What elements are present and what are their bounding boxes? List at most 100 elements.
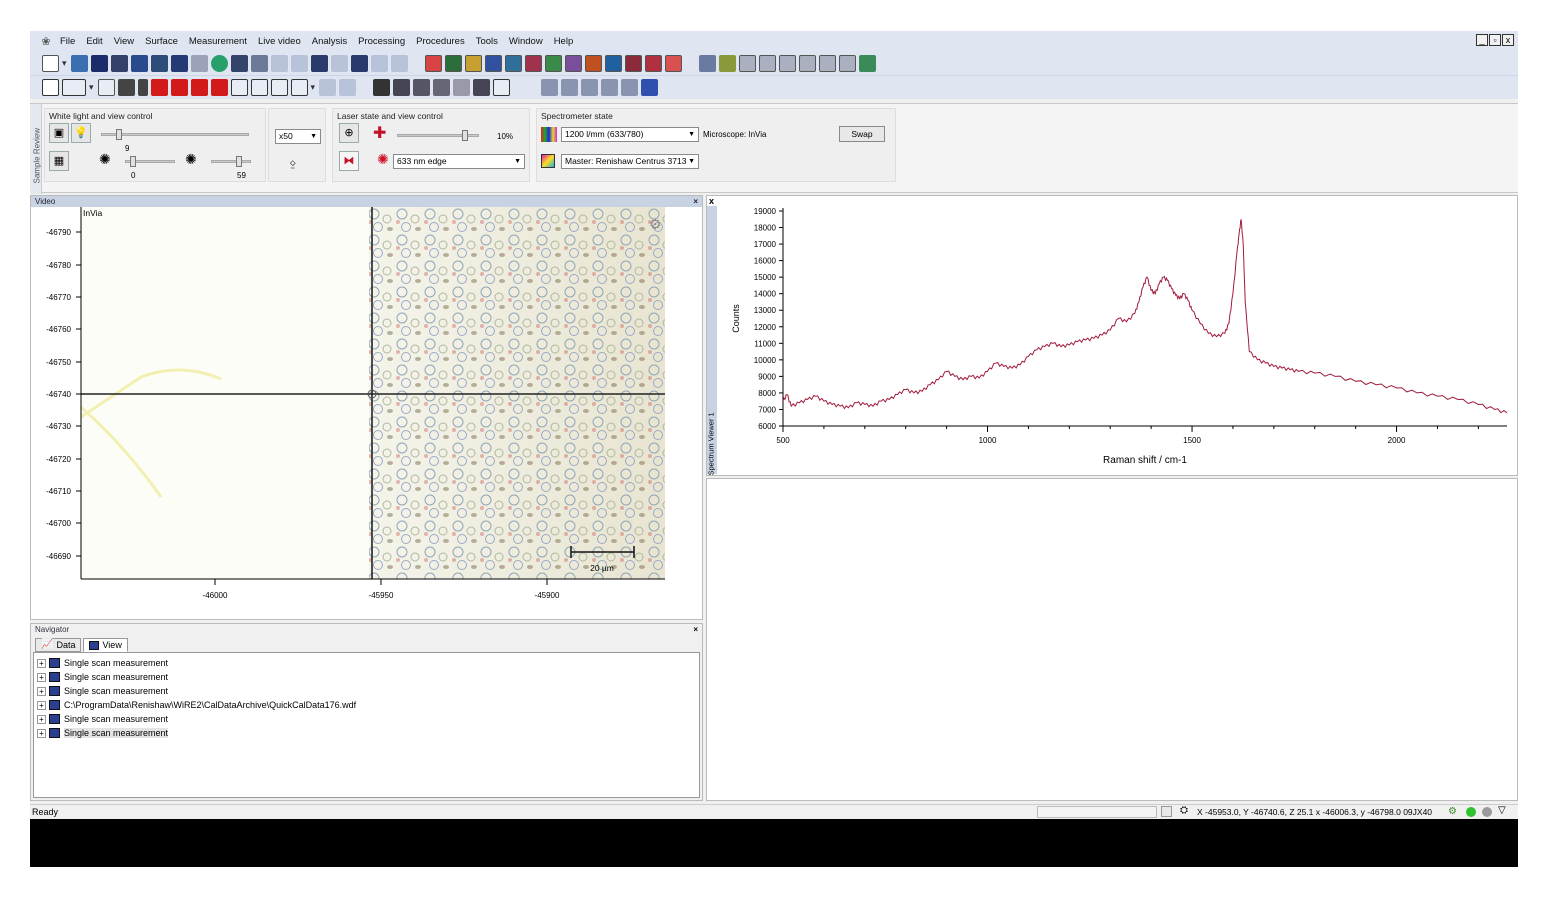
- disabled-tool-icon[interactable]: [453, 79, 471, 96]
- menu-help[interactable]: Help: [553, 35, 574, 47]
- montage-icon[interactable]: [373, 79, 391, 96]
- disabled-tool-icon[interactable]: [339, 79, 357, 96]
- focus-icon[interactable]: [137, 79, 148, 96]
- laser-focus-icon[interactable]: ⊕: [339, 123, 359, 143]
- run-icon[interactable]: [90, 54, 108, 72]
- close-button[interactable]: x: [1502, 34, 1514, 46]
- disabled-tool-icon[interactable]: [190, 54, 208, 72]
- camera-icon[interactable]: [393, 79, 411, 96]
- menu-analysis[interactable]: Analysis: [311, 35, 348, 47]
- menu-edit[interactable]: Edit: [86, 35, 103, 47]
- stage-tool-icon[interactable]: [541, 79, 559, 96]
- disabled-tool-icon[interactable]: [370, 54, 388, 72]
- grating-select[interactable]: 1200 l/mm (633/780): [561, 127, 699, 142]
- list-item[interactable]: + Single scan measurement: [34, 726, 699, 740]
- select-tool-icon[interactable]: [42, 79, 59, 96]
- expand-icon[interactable]: +: [37, 700, 46, 710]
- microscope-icon[interactable]: ⍚: [289, 153, 298, 169]
- stage-up-icon[interactable]: [350, 54, 368, 72]
- lightbulb-icon[interactable]: 💡: [71, 123, 91, 143]
- disabled-tool-icon[interactable]: [330, 54, 348, 72]
- app-logo-icon[interactable]: ❀: [41, 35, 51, 48]
- snapshot-icon[interactable]: [473, 79, 491, 96]
- monitor-icon[interactable]: [1161, 806, 1172, 817]
- list-item[interactable]: + Single scan measurement: [34, 670, 699, 684]
- swap-button[interactable]: Swap: [839, 126, 885, 142]
- new-document-icon[interactable]: [42, 54, 59, 72]
- close-icon[interactable]: x: [709, 196, 715, 206]
- plot-icon[interactable]: [150, 54, 168, 72]
- world-icon[interactable]: [210, 54, 228, 72]
- laser-status-icon[interactable]: ⚙: [1448, 806, 1457, 817]
- menu-measurement[interactable]: Measurement: [188, 35, 247, 47]
- status-green-icon[interactable]: [1466, 807, 1476, 817]
- expand-icon[interactable]: +: [37, 672, 46, 682]
- arrow-down-icon[interactable]: [210, 79, 228, 96]
- illumination-slider-a[interactable]: [125, 156, 175, 167]
- graph-icon[interactable]: [484, 54, 502, 72]
- menu-file[interactable]: File: [60, 35, 76, 47]
- video-image[interactable]: -46790 -46780 -46770 -46760 -46750 -4674…: [31, 207, 702, 620]
- zoom-slider[interactable]: [101, 129, 249, 140]
- expand-icon[interactable]: +: [37, 714, 46, 724]
- master-select[interactable]: Master: Renishaw Centrus 3713: [561, 154, 699, 169]
- list-item[interactable]: + C:\ProgramData\Renishaw\WiRE2\CalDataAr…: [34, 698, 699, 712]
- calibrate-icon[interactable]: [250, 54, 268, 72]
- illumination-slider-b-thumb[interactable]: [236, 156, 242, 167]
- stage-icon[interactable]: ⛭: [1180, 805, 1188, 816]
- graph-icon[interactable]: [464, 54, 482, 72]
- analysis-icon[interactable]: [838, 54, 856, 72]
- stage-tool-icon[interactable]: [561, 79, 579, 96]
- zoom-icon[interactable]: [230, 79, 248, 96]
- arrow-left-icon[interactable]: [170, 79, 188, 96]
- minimize-button[interactable]: _: [1476, 34, 1488, 46]
- graph-icon[interactable]: [504, 54, 522, 72]
- white-light-view-icon[interactable]: ▣: [49, 123, 69, 143]
- disabled-tool-icon[interactable]: [390, 54, 408, 72]
- target-icon[interactable]: [433, 79, 451, 96]
- graph-icon[interactable]: [524, 54, 542, 72]
- menu-surface[interactable]: Surface: [145, 35, 178, 47]
- tab-view[interactable]: View: [83, 638, 128, 652]
- graph-icon[interactable]: [664, 54, 682, 72]
- menu-procedures[interactable]: Procedures: [416, 35, 465, 47]
- disabled-tool-icon[interactable]: [319, 79, 337, 96]
- analysis-icon[interactable]: [778, 54, 796, 72]
- stage-tool-icon[interactable]: [601, 79, 619, 96]
- save-icon[interactable]: [130, 54, 148, 72]
- analysis-icon[interactable]: [718, 54, 736, 72]
- laser-power-slider[interactable]: [397, 130, 479, 141]
- stage-down-icon[interactable]: [310, 54, 328, 72]
- filter-icon[interactable]: [413, 79, 431, 96]
- spectrum-icon[interactable]: [424, 54, 442, 72]
- map-setup-icon[interactable]: [110, 54, 128, 72]
- brightness-icon[interactable]: ▦: [49, 151, 69, 171]
- disabled-tool-icon[interactable]: [290, 54, 308, 72]
- close-icon[interactable]: ×: [693, 197, 698, 206]
- illumination-slider-a-thumb[interactable]: [130, 156, 136, 167]
- table-icon[interactable]: [290, 79, 308, 96]
- move-icon[interactable]: [117, 79, 135, 96]
- list-item[interactable]: + Single scan measurement: [34, 684, 699, 698]
- stage-tool-icon[interactable]: [621, 79, 639, 96]
- illumination-slider-b[interactable]: [211, 156, 251, 167]
- status-grey-icon[interactable]: [1482, 807, 1492, 817]
- list-item[interactable]: + Single scan measurement: [34, 712, 699, 726]
- graph-icon[interactable]: [624, 54, 642, 72]
- menu-tools[interactable]: Tools: [475, 35, 498, 47]
- stage-tool-icon[interactable]: [581, 79, 599, 96]
- align-icon[interactable]: [170, 54, 188, 72]
- graph-icon[interactable]: [444, 54, 462, 72]
- laser-power-thumb[interactable]: [462, 130, 468, 141]
- disabled-tool-icon[interactable]: [270, 54, 288, 72]
- list-item[interactable]: + Single scan measurement: [34, 656, 699, 670]
- laser-select[interactable]: 633 nm edge: [393, 154, 525, 169]
- analysis-icon[interactable]: [858, 54, 876, 72]
- measurement-setup-icon[interactable]: [70, 54, 88, 72]
- tab-data[interactable]: 📈 Data: [35, 638, 82, 652]
- graph-icon[interactable]: [604, 54, 622, 72]
- expand-icon[interactable]: +: [37, 658, 46, 668]
- expand-icon[interactable]: +: [37, 728, 46, 738]
- settings-gear-icon[interactable]: ⚙: [649, 216, 662, 232]
- analysis-icon[interactable]: [698, 54, 716, 72]
